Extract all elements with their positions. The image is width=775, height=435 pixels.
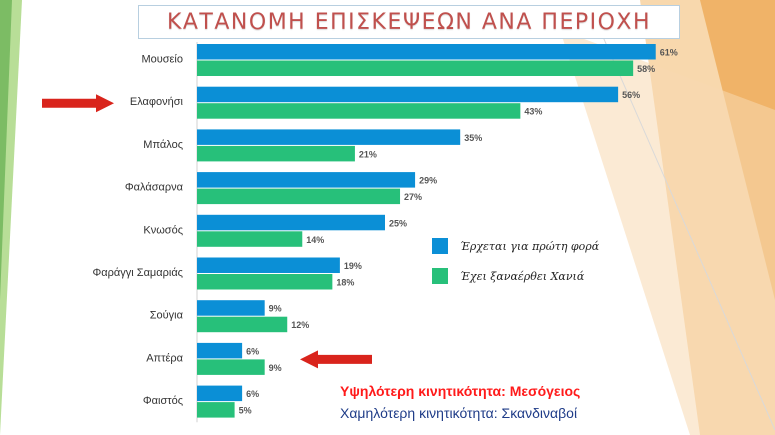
data-label-returning-cat-8: 5% (239, 406, 252, 416)
legend-label-returning: Έχει ξαναέρθει Χανιά (460, 269, 585, 283)
data-label-returning-cat-1: 43% (524, 107, 542, 117)
chart-title: ΚΑΤΑΝΟΜΗ ΕΠΙΣΚΕΨΕΩΝ ΑΝΑ ΠΕΡΙΟΧΗ (166, 9, 652, 35)
data-label-first-time-cat-5: 19% (344, 261, 362, 271)
bar-returning-cat-0 (197, 60, 634, 76)
category-label-cat-7: Απτέρα (146, 352, 183, 364)
category-label-cat-3: Φαλάσαρνα (125, 182, 184, 194)
data-label-first-time-cat-2: 35% (464, 133, 482, 143)
bar-returning-cat-5 (197, 274, 333, 290)
title-box: ΚΑΤΑΝΟΜΗ ΕΠΙΣΚΕΨΕΩΝ ΑΝΑ ΠΕΡΙΟΧΗ (138, 5, 680, 39)
legend-swatch-returning (432, 268, 448, 284)
category-label-cat-2: Μπάλος (143, 139, 183, 151)
data-label-returning-cat-6: 12% (291, 320, 309, 330)
category-label-cat-0: Μουσείο (141, 54, 183, 66)
bar-first-time-cat-5 (197, 257, 340, 273)
data-label-first-time-cat-0: 61% (660, 48, 678, 58)
data-label-first-time-cat-4: 25% (389, 218, 407, 228)
data-label-returning-cat-5: 18% (336, 278, 354, 288)
data-label-returning-cat-7: 9% (269, 363, 282, 373)
legend-swatch-first-time (432, 238, 448, 254)
legend-item-returning: Έχει ξαναέρθει Χανιά (432, 266, 599, 286)
bar-returning-cat-3 (197, 188, 401, 205)
highlight-arrow-left (300, 350, 372, 369)
legend-item-first-time: Έρχεται για πρώτη φορά (432, 236, 599, 256)
legend-label-first-time: Έρχεται για πρώτη φορά (460, 239, 600, 253)
bar-returning-cat-6 (197, 316, 288, 333)
bar-first-time-cat-3 (197, 172, 416, 188)
bar-first-time-cat-7 (197, 342, 243, 359)
bar-returning-cat-4 (197, 231, 303, 247)
category-label-cat-6: Σούγια (150, 310, 184, 322)
data-label-first-time-cat-1: 56% (622, 90, 640, 100)
data-label-first-time-cat-8: 6% (246, 389, 259, 399)
data-label-first-time-cat-6: 9% (269, 304, 282, 314)
note-low-mobility: Χαμηλότερη κινητικότητα: Σκανδιναβοί (340, 405, 578, 421)
category-label-cat-5: Φαράγγι Σαμαριάς (93, 267, 183, 279)
bar-first-time-cat-1 (197, 86, 619, 103)
bar-first-time-cat-8 (197, 385, 243, 402)
category-label-cat-4: Κνωσός (143, 224, 183, 236)
data-label-returning-cat-0: 58% (637, 64, 655, 74)
highlight-arrow-right (42, 94, 114, 113)
bar-first-time-cat-4 (197, 214, 385, 231)
data-label-returning-cat-3: 27% (404, 192, 422, 202)
bar-first-time-cat-6 (197, 300, 265, 316)
legend: Έρχεται για πρώτη φορά Έχει ξαναέρθει Χα… (432, 236, 599, 296)
bar-returning-cat-2 (197, 145, 355, 162)
data-label-first-time-cat-3: 29% (419, 176, 437, 186)
bar-first-time-cat-0 (197, 44, 656, 60)
category-label-cat-8: Φαιστός (143, 395, 183, 407)
data-label-returning-cat-2: 21% (359, 149, 377, 159)
bar-returning-cat-7 (197, 359, 265, 375)
data-label-returning-cat-4: 14% (306, 235, 324, 245)
bar-returning-cat-8 (197, 402, 235, 418)
data-label-first-time-cat-7: 6% (246, 346, 259, 356)
bar-returning-cat-1 (197, 103, 521, 119)
category-label-cat-1: Ελαφονήσι (130, 96, 184, 108)
bar-first-time-cat-2 (197, 129, 461, 145)
note-high-mobility: Υψηλότερη κινητικότητα: Μεσόγειος (340, 383, 581, 399)
